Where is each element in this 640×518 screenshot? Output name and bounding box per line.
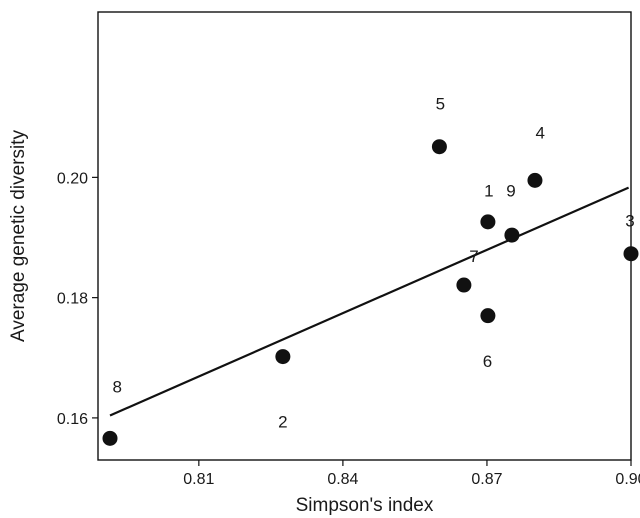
data-point	[456, 277, 472, 293]
point-annotation: 5	[436, 94, 445, 113]
data-point	[504, 227, 520, 243]
data-point	[480, 214, 496, 230]
point-annotation: 6	[483, 352, 492, 371]
point-annotation: 9	[506, 182, 515, 201]
y-tick-label: 0.20	[57, 170, 88, 187]
data-point	[275, 349, 291, 365]
y-tick-label: 0.16	[57, 411, 88, 428]
point-annotation: 4	[536, 123, 545, 142]
chart-marks: 0.81 0.84 0.87 0.90 0.16 0.18 0.20 5 4 19 3 7 6 8 2	[57, 94, 640, 488]
point-annotation: 1	[484, 182, 493, 201]
y-tick-label: 0.18	[57, 291, 88, 308]
point-annotation: 8	[112, 378, 121, 397]
data-point	[480, 308, 496, 324]
x-tick-label: 0.84	[327, 471, 358, 488]
data-point	[527, 172, 543, 188]
plot-frame	[97, 11, 632, 461]
point-annotation: 2	[278, 413, 287, 432]
x-tick-label: 0.81	[183, 471, 214, 488]
data-point	[431, 139, 447, 155]
x-axis-label: Simpson's index	[296, 495, 434, 516]
data-point	[623, 246, 639, 262]
x-tick-label: 0.87	[471, 471, 502, 488]
x-tick-label: 0.90	[615, 471, 640, 488]
trend-line	[109, 186, 630, 417]
data-point	[102, 430, 118, 446]
point-annotation: 3	[625, 212, 634, 231]
point-annotation: 7	[469, 247, 478, 266]
y-axis-label: Average genetic diversity	[8, 130, 29, 342]
